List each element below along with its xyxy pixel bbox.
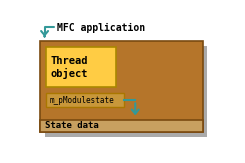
Bar [40,41,203,132]
Text: State data: State data [45,121,98,130]
Text: Thread
object: Thread object [51,56,88,79]
Text: MFC application: MFC application [57,23,145,33]
Bar [46,47,116,87]
Bar [40,120,203,132]
Text: m_pModulestate: m_pModulestate [49,96,114,105]
Bar [46,93,124,107]
Bar [45,46,207,137]
